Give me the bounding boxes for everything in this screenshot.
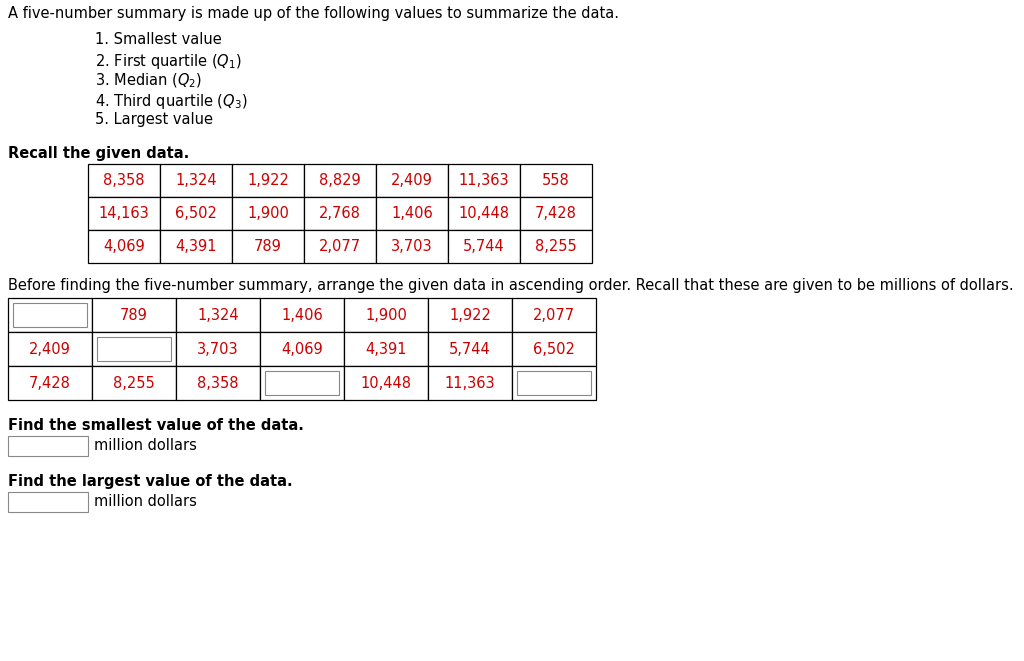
Bar (92, 366, 176, 400)
Text: 2,768: 2,768 (319, 206, 360, 221)
Text: 5,744: 5,744 (450, 342, 490, 356)
Bar (449, 164, 520, 197)
Bar (428, 366, 512, 400)
Bar (449, 230, 520, 263)
Bar (304, 197, 376, 230)
Text: 4,391: 4,391 (175, 239, 217, 254)
Bar (304, 230, 376, 263)
Bar (97, 337, 171, 361)
Text: 11,363: 11,363 (459, 173, 509, 188)
Text: 8,255: 8,255 (113, 375, 155, 391)
Text: 789: 789 (120, 307, 147, 323)
Text: A five-number summary is made up of the following values to summarize the data.: A five-number summary is made up of the … (8, 6, 618, 21)
Text: 558: 558 (542, 173, 570, 188)
Bar (517, 371, 591, 395)
Bar (232, 230, 304, 263)
Text: 1,406: 1,406 (282, 307, 323, 323)
Text: Find the largest value of the data.: Find the largest value of the data. (8, 474, 293, 489)
Text: 6,502: 6,502 (534, 342, 574, 356)
Text: 10,448: 10,448 (459, 206, 510, 221)
Text: 4,069: 4,069 (103, 239, 144, 254)
Bar (13, 303, 87, 327)
Text: 11,363: 11,363 (444, 375, 496, 391)
Bar (512, 332, 596, 366)
Bar (512, 366, 596, 400)
Text: 1,900: 1,900 (247, 206, 289, 221)
Text: 5. Largest value: 5. Largest value (95, 112, 213, 127)
Bar (160, 197, 232, 230)
Bar (344, 366, 428, 400)
Bar (232, 197, 304, 230)
Bar (176, 332, 260, 366)
Text: 2,409: 2,409 (391, 173, 433, 188)
Bar (8, 492, 88, 512)
Text: 8,829: 8,829 (319, 173, 360, 188)
Bar (88, 164, 160, 197)
Bar (160, 164, 232, 197)
Bar (176, 366, 260, 400)
Text: 1,922: 1,922 (450, 307, 490, 323)
Bar (304, 164, 376, 197)
Bar (344, 298, 428, 332)
Text: 14,163: 14,163 (98, 206, 150, 221)
Text: 1,900: 1,900 (366, 307, 407, 323)
Text: 2,077: 2,077 (532, 307, 575, 323)
Text: Recall the given data.: Recall the given data. (8, 146, 189, 161)
Text: million dollars: million dollars (94, 438, 197, 453)
Text: 10,448: 10,448 (360, 375, 412, 391)
Text: 4,069: 4,069 (282, 342, 323, 356)
Text: 3,703: 3,703 (391, 239, 433, 254)
Text: 4,391: 4,391 (366, 342, 407, 356)
Text: 8,358: 8,358 (103, 173, 144, 188)
Bar (260, 298, 344, 332)
Bar (160, 230, 232, 263)
Bar (344, 332, 428, 366)
Text: 1. Smallest value: 1. Smallest value (95, 32, 222, 47)
Text: 2,077: 2,077 (318, 239, 361, 254)
Bar (520, 197, 592, 230)
Text: 1,406: 1,406 (391, 206, 433, 221)
Bar (8, 366, 92, 400)
Text: 3. Median ($Q_2$): 3. Median ($Q_2$) (95, 72, 202, 91)
Bar (512, 298, 596, 332)
Bar (265, 371, 339, 395)
Bar (260, 332, 344, 366)
Text: 8,358: 8,358 (198, 375, 239, 391)
Bar (376, 164, 449, 197)
Text: 1,324: 1,324 (175, 173, 217, 188)
Bar (449, 197, 520, 230)
Bar (232, 164, 304, 197)
Bar (376, 197, 449, 230)
Text: 6,502: 6,502 (175, 206, 217, 221)
Bar (88, 230, 160, 263)
Bar (428, 298, 512, 332)
Text: 1,922: 1,922 (247, 173, 289, 188)
Text: 7,428: 7,428 (536, 206, 577, 221)
Bar (260, 366, 344, 400)
Bar (88, 197, 160, 230)
Text: 789: 789 (254, 239, 282, 254)
Text: 1,324: 1,324 (198, 307, 239, 323)
Bar (8, 298, 92, 332)
Bar (520, 164, 592, 197)
Text: 8,255: 8,255 (536, 239, 577, 254)
Text: 2,409: 2,409 (29, 342, 71, 356)
Bar (8, 332, 92, 366)
Text: million dollars: million dollars (94, 494, 197, 510)
Bar (428, 332, 512, 366)
Text: 4. Third quartile ($Q_3$): 4. Third quartile ($Q_3$) (95, 92, 248, 111)
Bar (92, 332, 176, 366)
Bar (376, 230, 449, 263)
Bar (520, 230, 592, 263)
Text: 2. First quartile ($Q_1$): 2. First quartile ($Q_1$) (95, 52, 242, 71)
Bar (92, 298, 176, 332)
Text: Find the smallest value of the data.: Find the smallest value of the data. (8, 418, 304, 433)
Bar (176, 298, 260, 332)
Text: 3,703: 3,703 (198, 342, 239, 356)
Text: Before finding the five-number summary, arrange the given data in ascending orde: Before finding the five-number summary, … (8, 278, 1014, 293)
Text: 5,744: 5,744 (463, 239, 505, 254)
Bar (8, 436, 88, 456)
Text: 7,428: 7,428 (29, 375, 71, 391)
